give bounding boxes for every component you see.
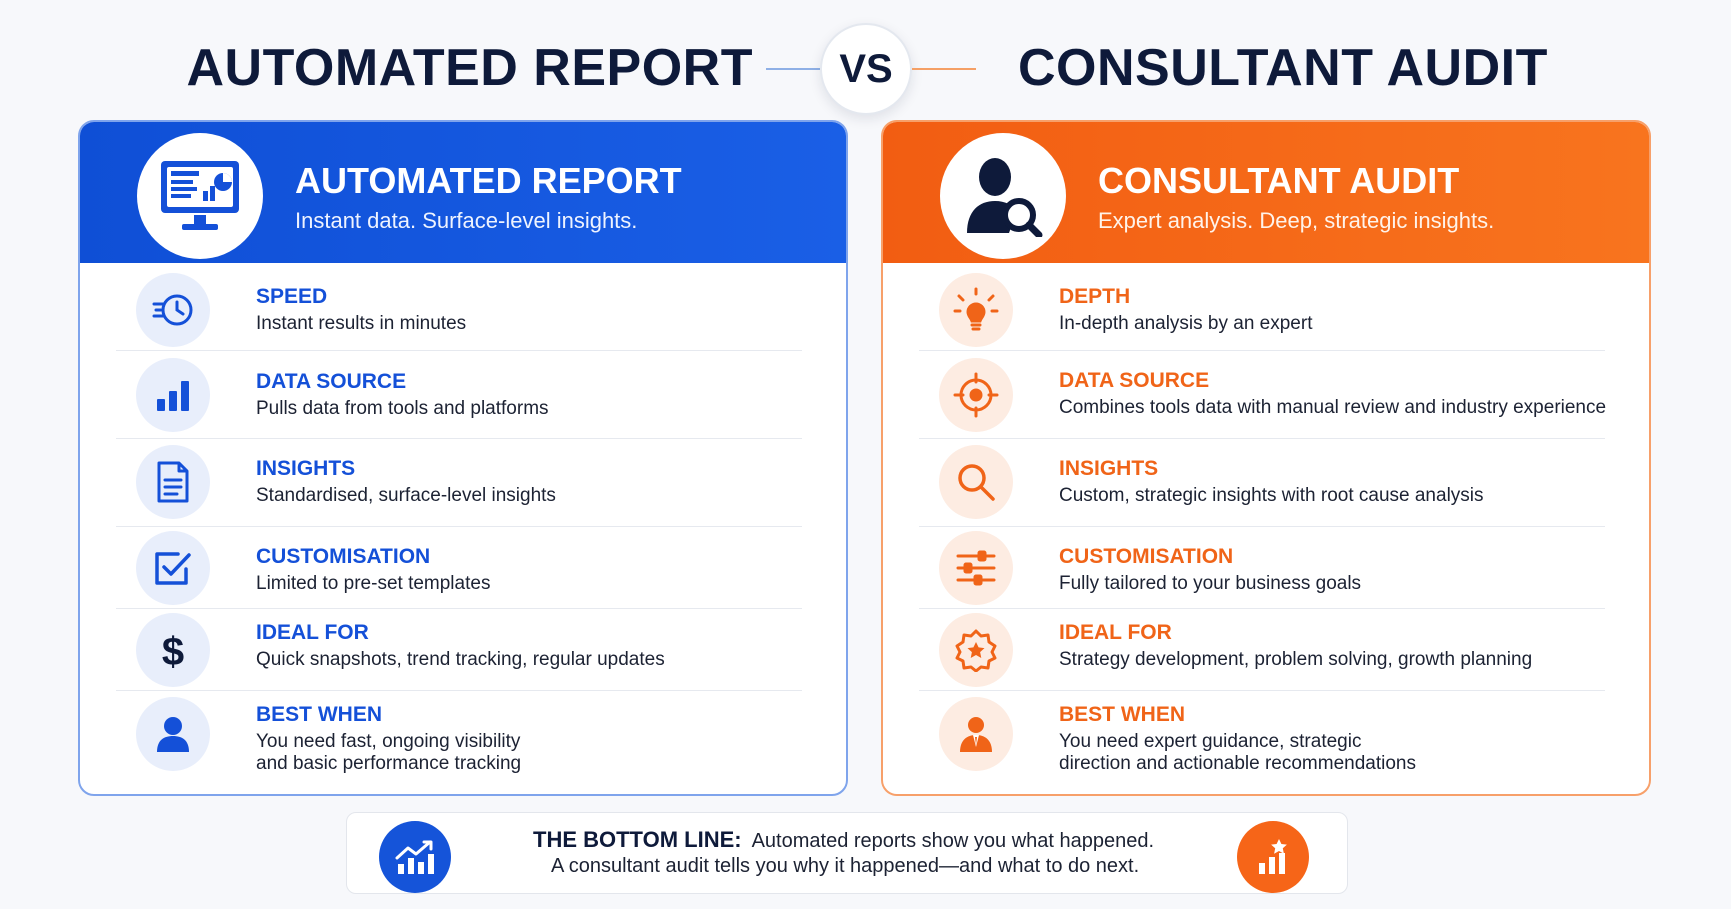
row-title: INSIGHTS: [256, 457, 356, 480]
checkbox-icon: [136, 531, 210, 605]
row-description: Strategy development, problem solving, g…: [1059, 649, 1533, 670]
magnifier-icon: [939, 445, 1013, 519]
right-title: CONSULTANT AUDIT: [1018, 39, 1548, 97]
bottom-line-sentence-1: Automated reports show you what happened…: [751, 830, 1155, 852]
person-magnifier-icon: [940, 133, 1066, 259]
row-title: IDEAL FOR: [256, 621, 369, 644]
divider: [919, 690, 1605, 691]
consultant-panel-subtitle: Expert analysis. Deep, strategic insight…: [1098, 208, 1495, 233]
list-item: INSIGHTS Custom, strategic insights with…: [919, 439, 1605, 527]
row-description: You need expert guidance, strategic: [1059, 731, 1362, 752]
list-item: INSIGHTS Standardised, surface-level ins…: [116, 439, 802, 527]
bottom-line-label: THE BOTTOM LINE:: [533, 827, 742, 852]
row-description: In-depth analysis by an expert: [1059, 313, 1313, 334]
row-description: and basic performance tracking: [256, 753, 522, 774]
list-item: CUSTOMISATION Fully tailored to your bus…: [919, 527, 1605, 609]
user-icon: [136, 697, 210, 771]
row-title: DATA SOURCE: [1059, 369, 1210, 392]
target-icon: [939, 358, 1013, 432]
bottom-line-text-2: A consultant audit tells you why it happ…: [551, 855, 1140, 877]
row-title: SPEED: [256, 285, 328, 308]
clock-speed-icon: [136, 273, 210, 347]
divider: [116, 350, 802, 351]
divider: [919, 438, 1605, 439]
list-item: SPEED Instant results in minutes: [116, 263, 802, 351]
row-title: CUSTOMISATION: [256, 545, 431, 568]
list-item: IDEAL FOR Strategy development, problem …: [919, 609, 1605, 691]
row-description: Limited to pre-set templates: [256, 573, 491, 594]
sliders-icon: [939, 531, 1013, 605]
row-description: You need fast, ongoing visibility: [256, 731, 521, 752]
divider: [116, 608, 802, 609]
row-title: IDEAL FOR: [1059, 621, 1172, 644]
dollar-icon: $: [136, 613, 210, 687]
row-title: INSIGHTS: [1059, 457, 1159, 480]
lightbulb-icon: [939, 273, 1013, 347]
consultant-panel-title: CONSULTANT AUDIT: [1098, 160, 1460, 201]
list-item: DEPTH In-depth analysis by an expert: [919, 263, 1605, 351]
row-description: Instant results in minutes: [256, 313, 467, 334]
row-title: BEST WHEN: [256, 703, 382, 726]
divider: [919, 526, 1605, 527]
automated-panel-title: AUTOMATED REPORT: [295, 160, 682, 201]
row-description: Standardised, surface-level insights: [256, 485, 556, 506]
row-description: Combines tools data with manual review a…: [1059, 397, 1607, 418]
vs-divider-left: [766, 68, 820, 70]
vs-divider-right: [912, 68, 976, 70]
svg-text:$: $: [162, 630, 184, 672]
header: AUTOMATED REPORT VS CONSULTANT AUDIT: [0, 0, 1731, 120]
row-description: Custom, strategic insights with root cau…: [1059, 485, 1484, 506]
left-title: AUTOMATED REPORT: [186, 39, 753, 97]
automated-report-panel: AUTOMATED REPORT Instant data. Surface-l…: [78, 120, 848, 796]
row-description: Pulls data from tools and platforms: [256, 398, 549, 419]
row-description: Quick snapshots, trend tracking, regular…: [256, 649, 665, 670]
list-item: DATA SOURCE Pulls data from tools and pl…: [116, 351, 802, 439]
list-item: DATA SOURCE Combines tools data with man…: [919, 351, 1607, 439]
automated-panel-subtitle: Instant data. Surface-level insights.: [295, 208, 638, 233]
row-title: BEST WHEN: [1059, 703, 1185, 726]
bottom-line-box: THE BOTTOM LINE: Automated reports show y…: [346, 812, 1348, 894]
consultant-audit-panel: CONSULTANT AUDIT Expert analysis. Deep, …: [881, 120, 1651, 796]
star-badge-icon: [939, 613, 1013, 687]
list-item: CUSTOMISATION Limited to pre-set templat…: [116, 527, 802, 609]
divider: [116, 526, 802, 527]
document-icon: [136, 445, 210, 519]
row-description: Fully tailored to your business goals: [1059, 573, 1362, 594]
bar-chart-icon: [136, 358, 210, 432]
divider: [919, 608, 1605, 609]
consultant-icon: [939, 697, 1013, 771]
divider: [116, 690, 802, 691]
row-title: DATA SOURCE: [256, 370, 407, 393]
row-title: CUSTOMISATION: [1059, 545, 1234, 568]
bottom-line-text-1: THE BOTTOM LINE: Automated reports show y…: [533, 827, 1154, 853]
growth-chart-icon: [379, 821, 451, 893]
automated-panel-header: AUTOMATED REPORT Instant data. Surface-l…: [80, 122, 846, 263]
star-chart-icon: [1237, 821, 1309, 893]
consultant-panel-header: CONSULTANT AUDIT Expert analysis. Deep, …: [883, 122, 1649, 263]
monitor-chart-icon: [137, 133, 263, 259]
list-item: BEST WHEN You need fast, ongoing visibil…: [116, 691, 802, 785]
list-item: BEST WHEN You need expert guidance, stra…: [919, 691, 1605, 785]
vs-badge: VS: [820, 23, 912, 115]
row-title: DEPTH: [1059, 285, 1131, 308]
row-description: direction and actionable recommendations: [1059, 753, 1416, 774]
divider: [919, 350, 1605, 351]
list-item: $ IDEAL FOR Quick snapshots, trend track…: [116, 609, 802, 691]
divider: [116, 438, 802, 439]
